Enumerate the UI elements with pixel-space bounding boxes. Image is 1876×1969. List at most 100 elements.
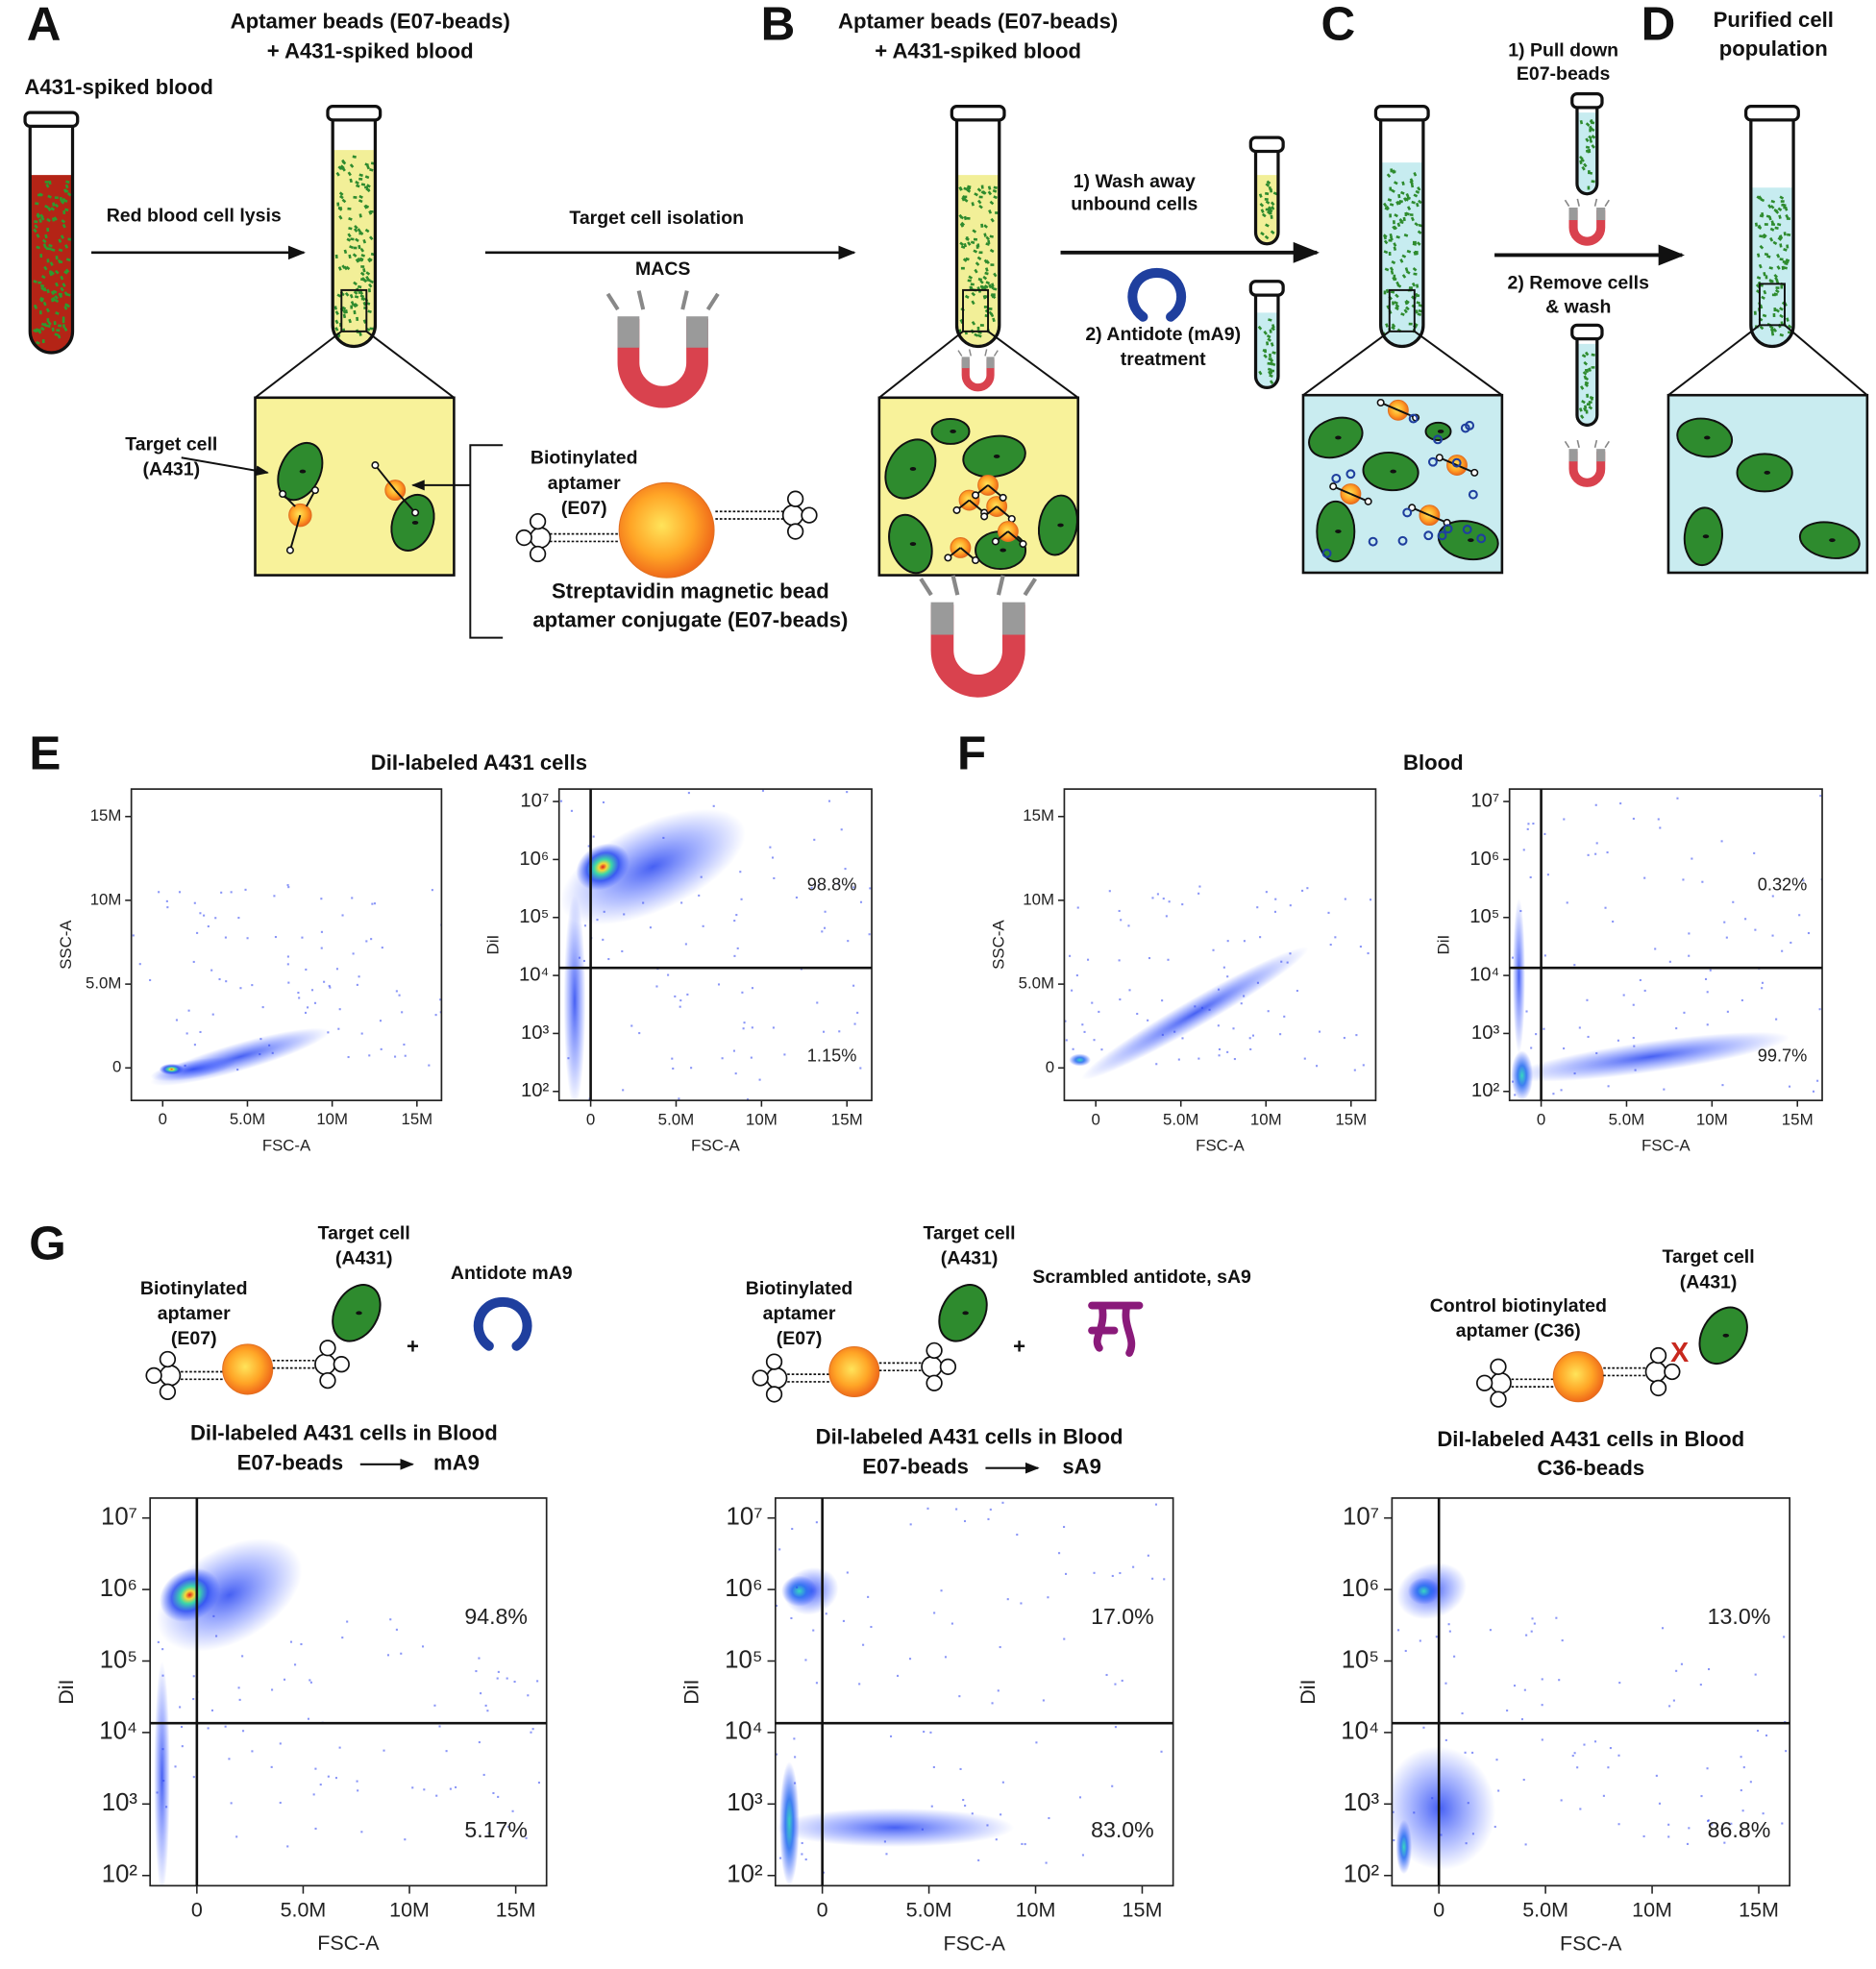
scatter-speck [869, 887, 872, 890]
x-tick-label: 5.0M [1609, 1110, 1645, 1128]
tube-speck [971, 300, 975, 306]
scatter-speck [1154, 1503, 1158, 1506]
scatter-speck [1118, 909, 1121, 913]
scatter-speck [1111, 1784, 1114, 1787]
scatter-speck [1706, 1767, 1709, 1770]
tube-speck [1585, 409, 1589, 414]
x-tick-label: 15M [1123, 1899, 1163, 1922]
scatter-speck [1754, 1673, 1757, 1676]
scatter-speck [1740, 998, 1743, 1001]
tube-speck [985, 281, 991, 285]
tube-speck [1585, 137, 1590, 143]
tube-speck [1258, 193, 1263, 198]
tube-speck [347, 171, 352, 177]
tube-speck [1773, 273, 1779, 279]
nucleus [1704, 435, 1711, 440]
tube-speck [1768, 215, 1772, 221]
scatter-speck [1680, 1662, 1683, 1665]
scatter-speck [1444, 1738, 1447, 1741]
aptamer-loop [279, 489, 287, 499]
antidote-icon [1127, 267, 1187, 322]
tube-speck [1408, 322, 1413, 326]
scatter-speck [1072, 1047, 1074, 1050]
tube [1379, 116, 1425, 349]
tube-speck [64, 268, 70, 274]
scatter-speck [921, 1828, 924, 1831]
tube-speck [1390, 290, 1395, 294]
y-axis-label: DiI [484, 935, 503, 955]
antidote-dot [1462, 525, 1472, 534]
tube-speck [336, 293, 342, 298]
tube-speck [1773, 308, 1777, 312]
scatter-speck [1289, 904, 1292, 907]
label: F [957, 726, 986, 779]
tube-speck [46, 318, 50, 323]
label: Aptamer beads (E07-beads) [231, 9, 510, 33]
scatter-speck [1047, 1596, 1049, 1599]
tube-speck [52, 289, 58, 294]
scatter-speck [1132, 1565, 1135, 1568]
tube-speck [976, 187, 982, 192]
tube-speck [1414, 251, 1419, 256]
scatter-speck [1530, 1046, 1533, 1049]
tube-speck [1416, 241, 1421, 246]
tube-speck [1770, 222, 1776, 227]
tube-speck [1408, 286, 1413, 290]
label: DiI-labeled A431 cells in Blood [1437, 1427, 1744, 1451]
scatter-speck [1167, 958, 1170, 961]
scatter-speck [1173, 1030, 1176, 1033]
scatter-speck [846, 1571, 849, 1574]
tube-speck [355, 237, 359, 242]
magnet-pole [961, 357, 970, 369]
zoom-region [1388, 288, 1416, 332]
label: aptamer [548, 473, 621, 494]
tube-speck [358, 290, 364, 295]
tube-speck [335, 171, 340, 177]
scatter-speck [335, 968, 338, 971]
scatter-speck [1535, 1033, 1538, 1036]
scatter-speck [1048, 1816, 1050, 1820]
scatter-speck [215, 1635, 218, 1637]
tube-speck [1580, 158, 1585, 162]
tube-speck [961, 194, 967, 200]
y-tick-label: 10⁷ [520, 790, 549, 811]
scatter-speck [356, 1780, 358, 1783]
scatter-speck [795, 896, 798, 899]
scatter-speck [1654, 948, 1657, 950]
scatter-speck [438, 1725, 441, 1728]
scatter-speck [962, 1798, 965, 1802]
magnet-ray [950, 575, 960, 596]
scatter-speck [475, 1669, 478, 1673]
scatter-speck [815, 1521, 818, 1524]
y-axis-label: DiI [679, 1679, 703, 1704]
scatter-speck [352, 952, 355, 955]
tube-speck [961, 196, 966, 202]
tube-speck [352, 155, 357, 159]
scatter-speck [1708, 1667, 1711, 1671]
scatter-speck [1675, 1669, 1678, 1672]
tube-speck [1412, 267, 1418, 272]
tube-speck [41, 339, 45, 343]
scatter-speck [1120, 919, 1123, 922]
scatter-speck [1081, 1854, 1084, 1857]
plot-frame [149, 1497, 548, 1887]
scatter-speck [196, 931, 199, 934]
tube-speck [1411, 200, 1416, 205]
scatter-speck [1024, 1843, 1026, 1846]
tube-speck [1768, 279, 1774, 283]
scatter-speck [1785, 1750, 1788, 1753]
scatter-speck [301, 936, 304, 939]
nucleus [909, 467, 917, 471]
scatter-speck [166, 906, 169, 909]
tube-speck [974, 332, 978, 337]
tube-speck [341, 198, 347, 204]
scatter-speck [327, 1031, 330, 1034]
aptamer-loop [752, 1369, 769, 1387]
tube-speck [64, 244, 69, 249]
tube-speck [963, 215, 968, 221]
scatter-speck [821, 930, 824, 933]
scatter-speck [180, 1725, 184, 1729]
scatter-speck [360, 1032, 363, 1035]
density-layer [775, 1501, 1166, 1886]
scatter-speck [1397, 1629, 1400, 1632]
